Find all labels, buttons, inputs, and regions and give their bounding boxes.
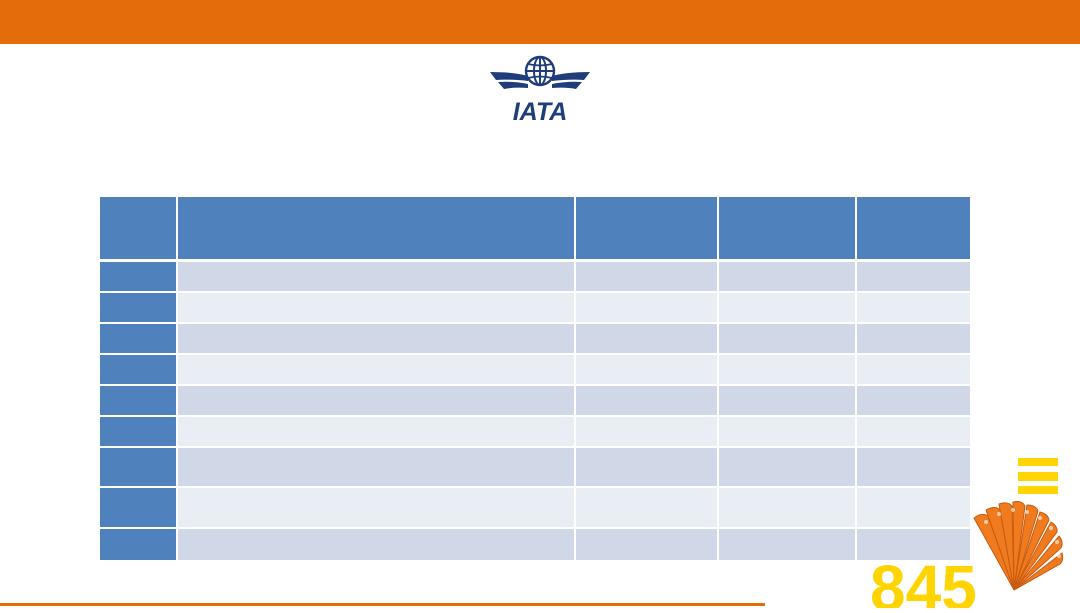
table-cell [178,262,576,293]
table-cell [719,488,857,529]
table-row [100,529,970,560]
table-row [100,417,970,448]
iata-logo: IATA [488,54,592,124]
table-cell [719,417,857,448]
table-row [100,355,970,386]
table-cell [178,355,576,386]
table-cell [178,293,576,324]
table-cell [857,448,970,488]
table-cell [576,324,719,355]
table-cell [719,293,857,324]
table-cell [178,417,576,448]
iata-logo-text: IATA [513,98,568,124]
table-cell [857,417,970,448]
decoration-numerals: 845 [870,552,977,608]
table-cell [178,386,576,417]
table-header-cell [178,197,576,262]
table-header-cell [719,197,857,262]
table-row-header [100,355,178,386]
table-cell [178,529,576,560]
table-cell [576,417,719,448]
table-header-cell [857,197,970,262]
table-row-header [100,488,178,529]
table-cell [857,488,970,529]
table-header-row [100,197,970,262]
table-cell [719,262,857,293]
table-cell [857,262,970,293]
table-cell [576,488,719,529]
table-cell [857,355,970,386]
data-table [100,197,970,560]
table-row [100,488,970,529]
table-cell [576,448,719,488]
table-row-header [100,262,178,293]
table-cell [719,355,857,386]
table-cell [719,448,857,488]
table-cell [576,293,719,324]
table-row [100,262,970,293]
table-cell [178,488,576,529]
bottom-accent-rule [0,603,765,606]
table-header-cell [100,197,178,262]
table-cell [857,529,970,560]
decoration-graphic: 845 [862,450,1080,613]
table-row-header [100,386,178,417]
table-row [100,293,970,324]
table-cell [719,386,857,417]
orange-fan-decoration-icon: 845 [870,458,1064,613]
table-cell [178,448,576,488]
top-accent-bar [0,0,1080,44]
table-cell [576,529,719,560]
iata-globe-wings-logo-icon: IATA [490,55,590,124]
table-cell [576,355,719,386]
table-header-cell [576,197,719,262]
table-row-header [100,293,178,324]
table-cell [857,386,970,417]
table-row-header [100,448,178,488]
table-cell [857,293,970,324]
table-cell [576,386,719,417]
table-row-header [100,324,178,355]
table-cell [719,529,857,560]
table-cell [719,324,857,355]
table-cell [857,324,970,355]
table-row [100,448,970,488]
table-row-header [100,529,178,560]
table-row [100,386,970,417]
table-row [100,324,970,355]
table-cell [178,324,576,355]
table-cell [576,262,719,293]
table-row-header [100,417,178,448]
